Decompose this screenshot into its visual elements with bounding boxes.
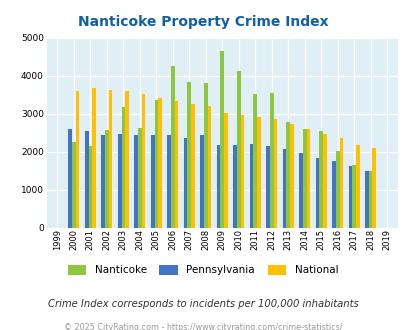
Bar xyxy=(191,104,194,228)
Bar xyxy=(315,158,319,228)
Bar xyxy=(121,107,125,228)
Bar xyxy=(348,166,352,228)
Bar xyxy=(117,134,121,228)
Bar xyxy=(371,148,375,228)
Bar xyxy=(233,145,237,228)
Bar xyxy=(85,131,88,228)
Legend: Nanticoke, Pennsylvania, National: Nanticoke, Pennsylvania, National xyxy=(68,265,337,275)
Bar xyxy=(266,146,269,228)
Bar xyxy=(167,135,171,228)
Bar xyxy=(158,98,161,228)
Bar xyxy=(368,171,371,228)
Bar xyxy=(249,144,253,228)
Bar xyxy=(282,149,286,228)
Bar xyxy=(138,127,141,228)
Text: © 2025 CityRating.com - https://www.cityrating.com/crime-statistics/: © 2025 CityRating.com - https://www.city… xyxy=(64,323,341,330)
Bar xyxy=(216,145,220,228)
Bar xyxy=(125,91,128,228)
Bar xyxy=(331,160,335,228)
Bar xyxy=(224,113,227,228)
Bar xyxy=(200,136,203,228)
Bar xyxy=(141,94,145,228)
Bar xyxy=(203,83,207,228)
Bar xyxy=(174,101,178,228)
Bar xyxy=(352,165,355,228)
Bar xyxy=(92,88,96,228)
Bar xyxy=(286,122,289,228)
Bar xyxy=(134,135,138,228)
Bar xyxy=(68,129,72,228)
Bar xyxy=(171,66,174,228)
Bar xyxy=(151,136,154,228)
Bar xyxy=(237,71,240,228)
Bar xyxy=(289,124,293,228)
Bar xyxy=(364,171,368,228)
Bar xyxy=(269,93,273,228)
Bar xyxy=(319,131,322,228)
Bar xyxy=(88,146,92,228)
Bar xyxy=(75,91,79,228)
Bar xyxy=(298,153,302,228)
Bar xyxy=(220,51,224,228)
Bar xyxy=(256,116,260,228)
Bar xyxy=(105,130,109,228)
Bar xyxy=(335,151,339,228)
Bar xyxy=(253,94,256,228)
Bar xyxy=(273,119,277,228)
Bar xyxy=(109,89,112,228)
Bar xyxy=(154,100,158,228)
Text: Crime Index corresponds to incidents per 100,000 inhabitants: Crime Index corresponds to incidents per… xyxy=(47,299,358,309)
Bar xyxy=(101,135,105,228)
Bar xyxy=(355,145,359,228)
Bar xyxy=(339,138,342,228)
Bar xyxy=(72,142,75,228)
Bar xyxy=(306,129,309,228)
Bar xyxy=(183,138,187,228)
Bar xyxy=(207,106,211,228)
Bar xyxy=(322,134,326,228)
Text: Nanticoke Property Crime Index: Nanticoke Property Crime Index xyxy=(77,15,328,29)
Bar xyxy=(240,115,244,228)
Bar xyxy=(302,129,306,228)
Bar xyxy=(187,82,191,228)
